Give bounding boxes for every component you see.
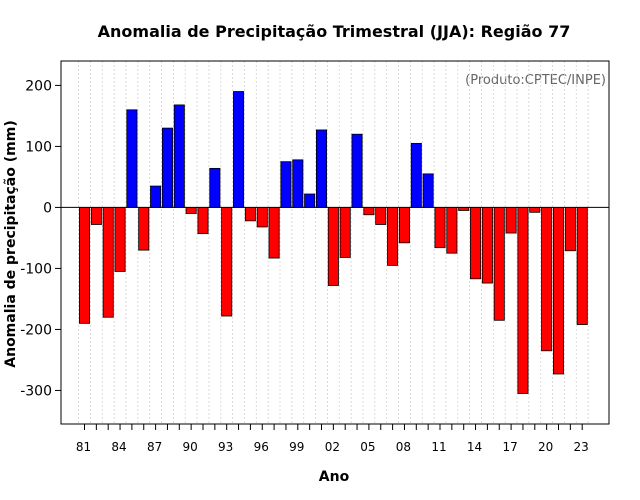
bar-18 xyxy=(517,207,529,394)
x-tick-label: 02 xyxy=(325,440,340,454)
bar-98 xyxy=(280,161,292,208)
bar-19 xyxy=(529,207,541,213)
x-tick-label: 81 xyxy=(76,440,91,454)
bar-81 xyxy=(79,207,91,324)
bar-09 xyxy=(410,142,422,208)
bar-91 xyxy=(197,207,209,235)
x-tick-label: 20 xyxy=(538,440,553,454)
x-tick-label: 23 xyxy=(574,440,589,454)
bar-99 xyxy=(292,159,304,208)
grid-lines xyxy=(78,61,589,424)
bar-92 xyxy=(209,167,221,208)
x-axis: 81 84 87 90 93 96 99 02 05 08 11 14 17 20 23 xyxy=(76,424,589,454)
x-tick-label: 84 xyxy=(111,440,126,454)
x-tick-label: 93 xyxy=(218,440,233,454)
bar-83 xyxy=(102,207,114,318)
bar-05 xyxy=(363,207,375,216)
bar-87 xyxy=(150,185,162,208)
y-axis-label: Anomalia de precipitação (mm) xyxy=(3,120,19,367)
y-tick-label: -300 xyxy=(20,383,52,399)
plot-frame xyxy=(60,60,610,425)
bar-12 xyxy=(446,207,458,254)
bar-86 xyxy=(138,207,150,251)
x-tick-label: 96 xyxy=(254,440,269,454)
bars xyxy=(79,91,588,394)
bar-22 xyxy=(564,207,576,252)
bar-02 xyxy=(327,207,339,286)
bar-82 xyxy=(90,207,102,225)
bar-06 xyxy=(375,207,387,225)
x-tick-label: 05 xyxy=(360,440,375,454)
chart-title: Anomalia de Precipitação Trimestral (JJA… xyxy=(98,22,571,41)
bar-17 xyxy=(505,207,517,234)
bar-21 xyxy=(553,207,565,375)
y-tick-label: -100 xyxy=(20,261,52,277)
bar-15 xyxy=(481,207,493,284)
bar-84 xyxy=(114,207,126,272)
y-tick-label: 200 xyxy=(25,78,52,94)
bar-04 xyxy=(351,133,363,208)
x-tick-label: 08 xyxy=(396,440,411,454)
y-tick-label: 0 xyxy=(43,200,52,216)
product-annotation: (Produto:CPTEC/INPE) xyxy=(465,73,606,88)
bar-90 xyxy=(185,207,197,214)
bar-95 xyxy=(244,207,256,222)
bar-07 xyxy=(387,207,399,266)
bar-14 xyxy=(470,207,482,280)
x-axis-label: Ano xyxy=(319,469,350,485)
y-tick-label: -200 xyxy=(20,322,52,338)
bar-23 xyxy=(576,207,588,325)
bar-94 xyxy=(233,91,245,208)
bar-16 xyxy=(493,207,505,321)
bar-01 xyxy=(315,129,327,208)
x-tick-label: 90 xyxy=(183,440,198,454)
y-tick-label: 100 xyxy=(25,139,52,155)
bar-97 xyxy=(268,207,280,259)
bar-93 xyxy=(221,207,233,317)
x-tick-label: 87 xyxy=(147,440,162,454)
x-tick-label: 17 xyxy=(502,440,517,454)
bar-85 xyxy=(126,109,138,208)
x-tick-label: 11 xyxy=(431,440,446,454)
bar-10 xyxy=(422,173,434,208)
x-tick-label: 99 xyxy=(289,440,304,454)
bar-88 xyxy=(161,127,173,208)
bar-11 xyxy=(434,207,446,249)
y-axis: -300 -200 -100 0 100 200 xyxy=(20,78,61,399)
bar-00 xyxy=(304,193,316,208)
bar-89 xyxy=(173,104,185,208)
bar-08 xyxy=(398,207,410,244)
bar-96 xyxy=(256,207,268,228)
bar-03 xyxy=(339,207,351,258)
bar-20 xyxy=(541,207,553,352)
x-tick-label: 14 xyxy=(467,440,482,454)
